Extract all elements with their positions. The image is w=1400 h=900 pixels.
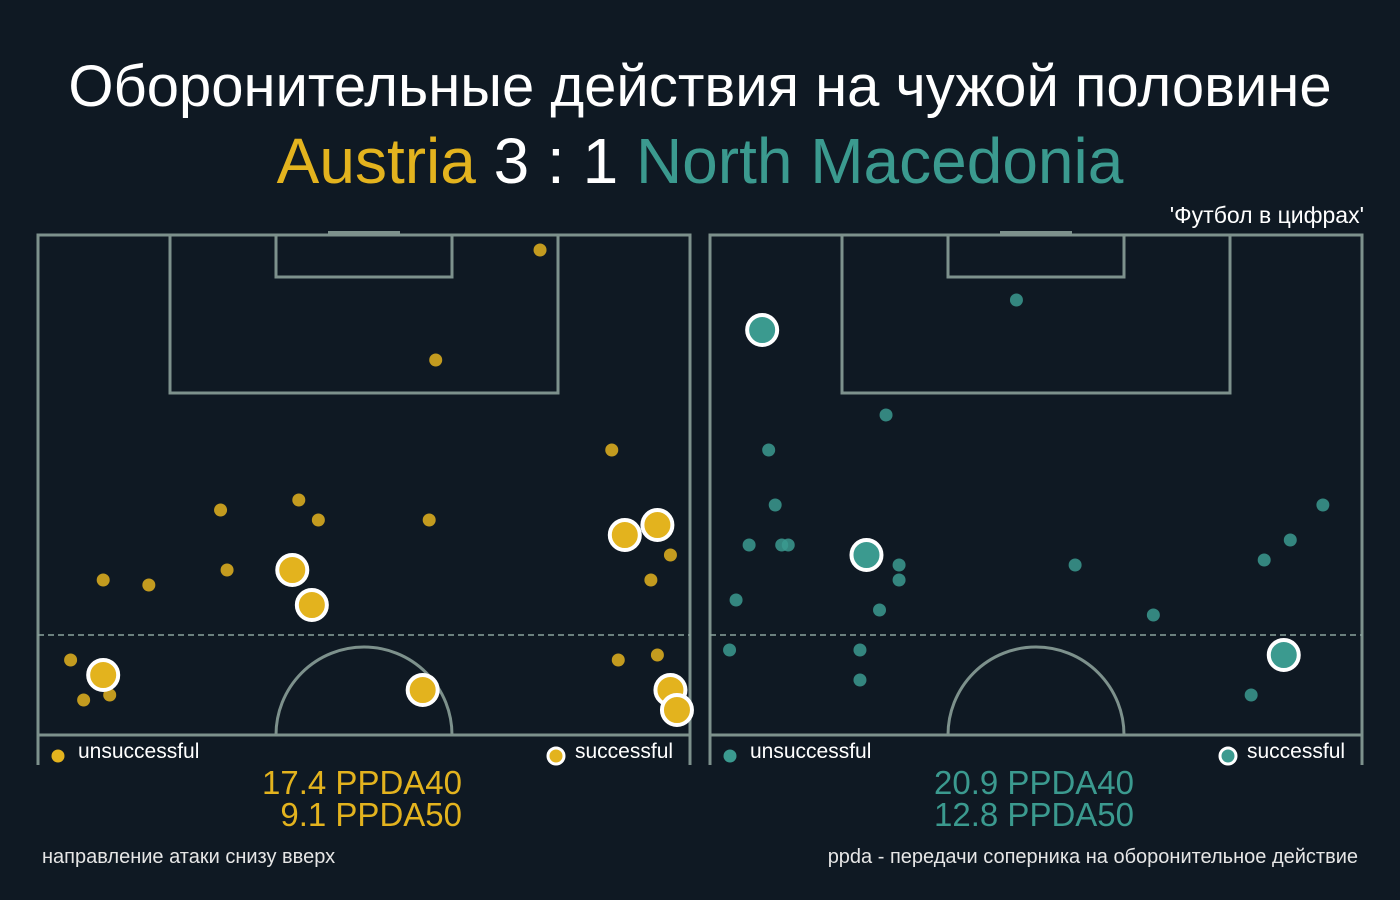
unsuccessful-action-point xyxy=(1244,688,1258,702)
match-score-line: Austria 3 : 1 North Macedonia xyxy=(0,126,1400,196)
goal-area xyxy=(274,233,454,279)
ppda50-austria: 9.1 PPDA50 xyxy=(280,796,462,833)
goal-area xyxy=(946,233,1126,279)
unsuccessful-action-point xyxy=(429,353,443,367)
ppda40-austria: 17.4 PPDA40 xyxy=(262,764,462,801)
pitch-north-macedonia xyxy=(708,231,1364,766)
legend-unsuccessful-marker-austria xyxy=(51,749,65,763)
match-score: 3 : 1 xyxy=(493,125,619,197)
away-team-name: North Macedonia xyxy=(635,125,1124,197)
unsuccessful-action-point xyxy=(742,538,756,552)
pitch-outline xyxy=(36,233,692,765)
unsuccessful-action-point xyxy=(892,558,906,572)
unsuccessful-action-point xyxy=(64,653,78,667)
pitch-austria xyxy=(36,231,694,766)
successful-action-point xyxy=(607,518,642,552)
unsuccessful-action-point xyxy=(1283,533,1297,547)
unsuccessful-action-point xyxy=(533,243,547,257)
unsuccessful-action-point xyxy=(292,493,306,507)
center-circle xyxy=(274,645,454,736)
successful-action-point xyxy=(1266,638,1301,672)
unsuccessful-action-point xyxy=(853,673,867,687)
unsuccessful-action-point xyxy=(77,693,91,707)
pitch-outline xyxy=(708,233,1364,765)
successful-action-point xyxy=(405,673,440,707)
unsuccessful-action-point xyxy=(1257,553,1271,567)
unsuccessful-action-point xyxy=(103,688,117,702)
legend-successful-label-north-macedonia: successful xyxy=(1247,740,1346,763)
penalty-area xyxy=(840,233,1232,395)
legend-unsuccessful-marker-north-macedonia xyxy=(723,749,737,763)
unsuccessful-action-point xyxy=(729,593,743,607)
unsuccessful-action-point xyxy=(96,573,110,587)
unsuccessful-action-point xyxy=(781,538,795,552)
unsuccessful-action-point xyxy=(214,503,228,517)
successful-action-point xyxy=(640,508,675,542)
legend-unsuccessful-label-north-macedonia: unsuccessful xyxy=(750,740,872,763)
goal xyxy=(328,231,400,235)
unsuccessful-action-point xyxy=(723,643,737,657)
successful-action-point xyxy=(275,553,310,587)
unsuccessful-action-point xyxy=(892,573,906,587)
legend-successful-marker-north-macedonia xyxy=(1218,746,1238,766)
legend-successful-label-austria: successful xyxy=(575,740,674,763)
unsuccessful-action-point xyxy=(644,573,658,587)
unsuccessful-action-point xyxy=(873,603,887,617)
ppda50-north-macedonia: 12.8 PPDA50 xyxy=(934,796,1134,833)
unsuccessful-action-point xyxy=(605,443,619,457)
legend-unsuccessful-label-austria: unsuccessful xyxy=(78,740,200,763)
successful-action-point xyxy=(849,538,884,572)
footnote-ppda-definition: ppda - передачи соперника на оборонитель… xyxy=(827,846,1358,868)
goal xyxy=(1000,231,1072,235)
unsuccessful-action-point xyxy=(853,643,867,657)
unsuccessful-action-point xyxy=(611,653,625,667)
successful-action-point xyxy=(294,588,329,622)
successful-action-point xyxy=(659,693,694,727)
unsuccessful-action-point xyxy=(1146,608,1160,622)
unsuccessful-action-point xyxy=(220,563,234,577)
unsuccessful-action-point xyxy=(142,578,156,592)
unsuccessful-action-point xyxy=(1068,558,1082,572)
successful-action-point xyxy=(745,313,780,347)
ppda40-north-macedonia: 20.9 PPDA40 xyxy=(934,764,1134,801)
unsuccessful-action-point xyxy=(663,548,677,562)
unsuccessful-action-point xyxy=(879,408,893,422)
unsuccessful-action-point xyxy=(762,443,776,457)
source-credit: 'Футбол в цифрах' xyxy=(1169,202,1364,228)
unsuccessful-action-point xyxy=(650,648,664,662)
penalty-area xyxy=(168,233,560,395)
successful-action-point xyxy=(86,658,121,692)
footnote-attack-direction: направление атаки снизу вверх xyxy=(42,846,336,868)
unsuccessful-action-point xyxy=(768,498,782,512)
chart-title: Оборонительные действия на чужой половин… xyxy=(68,54,1332,119)
home-team-name: Austria xyxy=(276,125,476,197)
center-circle xyxy=(946,645,1126,736)
unsuccessful-action-point xyxy=(1009,293,1023,307)
unsuccessful-action-point xyxy=(422,513,436,527)
unsuccessful-action-point xyxy=(311,513,325,527)
legend-successful-marker-austria xyxy=(546,746,566,766)
unsuccessful-action-point xyxy=(1316,498,1330,512)
